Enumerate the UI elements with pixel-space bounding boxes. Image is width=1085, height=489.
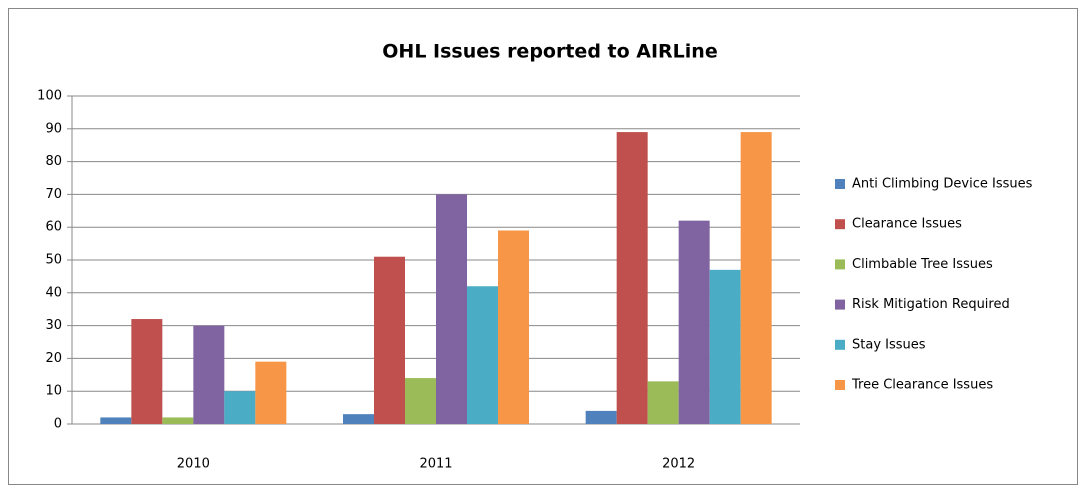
bar [467,286,498,424]
legend-label: Climbable Tree Issues [852,257,993,272]
bar [405,378,436,424]
legend-swatch [835,380,845,390]
legend-label: Stay Issues [852,337,926,352]
chart-title: OHL Issues reported to AIRLine [382,41,717,63]
y-tick-label: 80 [45,154,62,169]
legend-swatch [835,219,845,230]
y-tick-label: 30 [45,318,62,333]
legend-swatch [835,179,845,189]
y-tick-label: 100 [37,89,62,104]
y-tick-label: 40 [45,285,62,300]
bar [647,381,679,424]
y-tick-label: 60 [45,220,62,235]
legend-label: Clearance Issues [852,217,962,232]
bar [100,417,132,424]
bar [585,410,617,424]
legend-swatch [835,259,845,270]
legend-label: Anti Climbing Device Issues [852,177,1033,192]
bar [374,256,405,424]
bar [343,414,374,424]
y-tick-label: 10 [45,384,62,399]
bar [131,319,163,424]
legend-swatch [835,299,845,310]
bar [616,132,648,424]
bar [709,269,741,424]
bar [678,220,710,424]
legend-label: Risk Mitigation Required [852,297,1010,312]
x-tick-label: 2011 [419,457,452,472]
bar [740,132,772,424]
legend-label: Tree Clearance Issues [851,378,993,393]
bar [255,361,287,424]
bar [224,391,256,424]
y-tick-label: 50 [45,253,62,268]
x-tick-label: 2010 [177,457,210,472]
y-tick-label: 0 [54,417,62,432]
bar [498,230,529,424]
bar [193,325,225,424]
x-tick-label: 2012 [662,457,695,472]
bar [162,417,194,424]
chart-border [8,8,1078,485]
bar [436,194,467,424]
y-tick-label: 90 [45,121,62,136]
y-tick-label: 20 [45,351,62,366]
y-tick-label: 70 [45,187,62,202]
legend-swatch [835,339,845,350]
